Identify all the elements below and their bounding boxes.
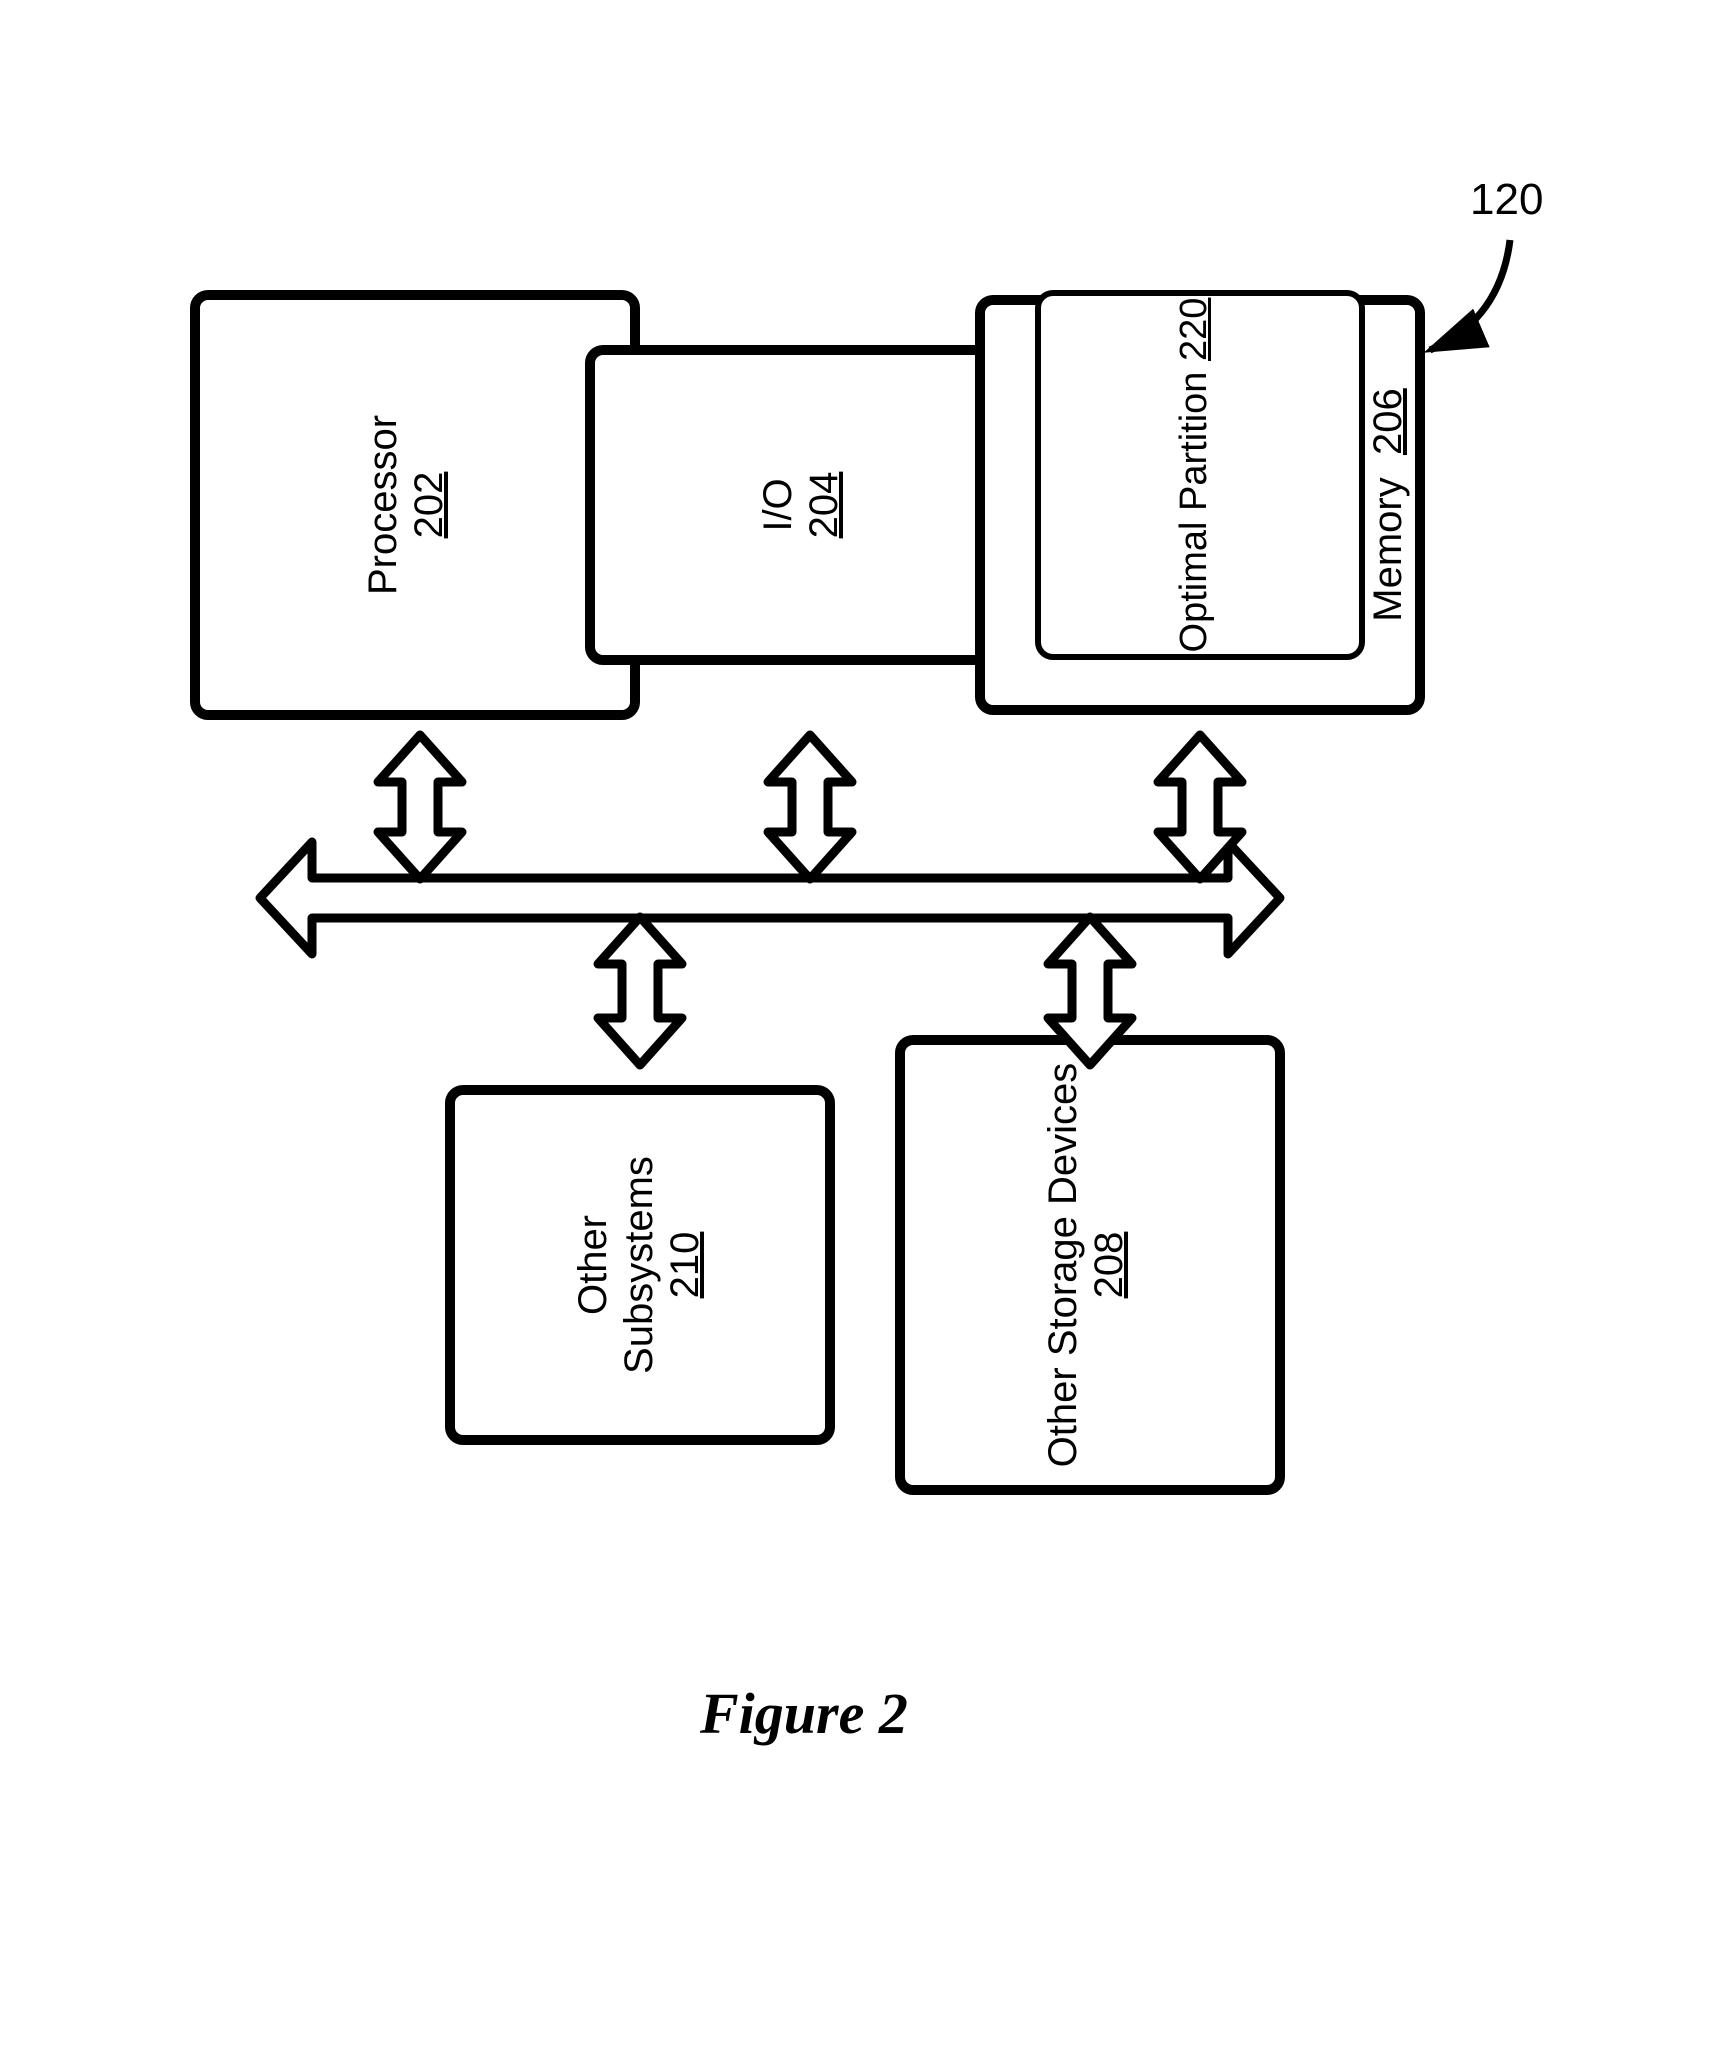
diagram-stage: 120 Processor 202 I/O 204 Memory — [0, 0, 1723, 2072]
figure-caption: Figure 2 — [700, 1680, 908, 1747]
system-bus — [0, 0, 1723, 2072]
